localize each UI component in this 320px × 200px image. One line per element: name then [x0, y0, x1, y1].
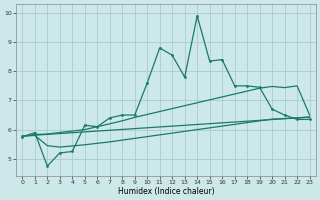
X-axis label: Humidex (Indice chaleur): Humidex (Indice chaleur)	[118, 187, 214, 196]
